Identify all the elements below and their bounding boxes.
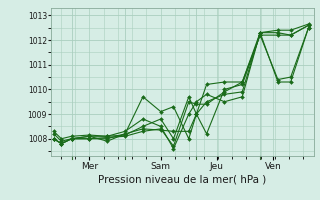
X-axis label: Pression niveau de la mer( hPa ): Pression niveau de la mer( hPa ) [98,175,267,185]
